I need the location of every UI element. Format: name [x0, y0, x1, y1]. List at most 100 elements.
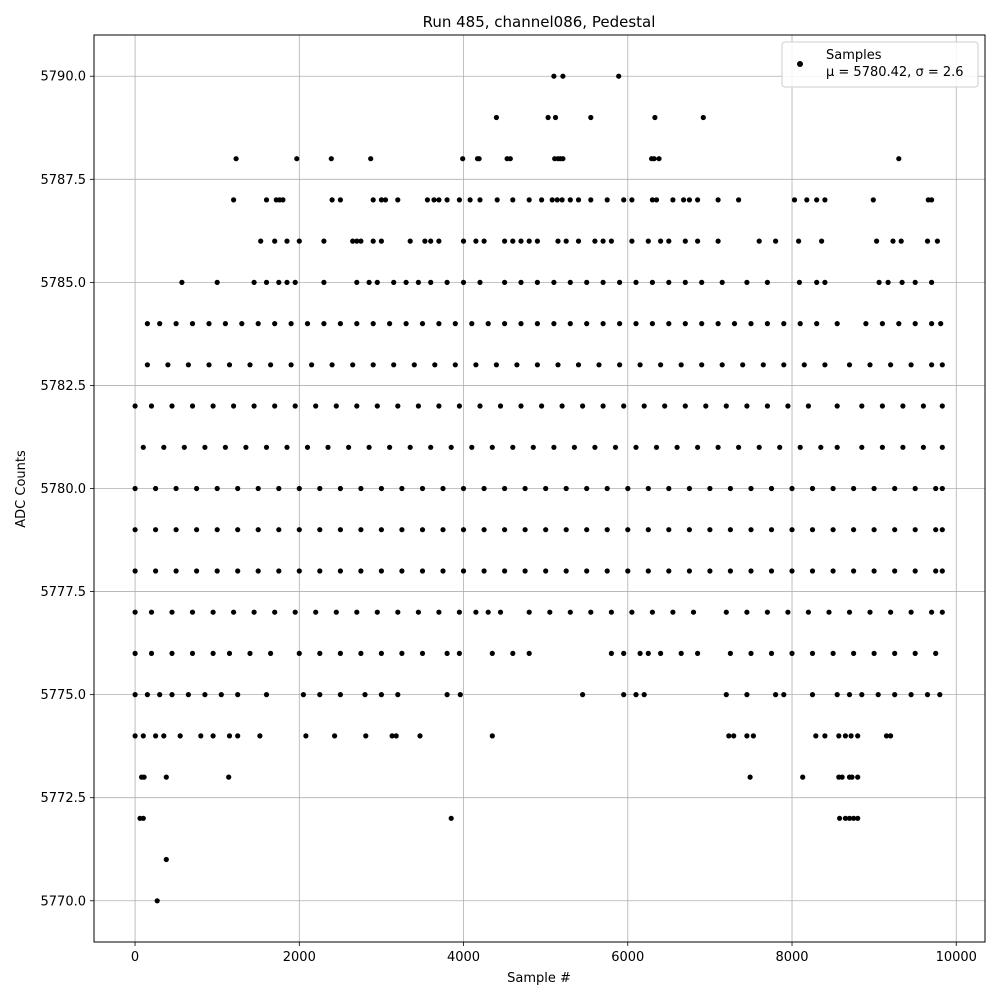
- data-point: [522, 568, 528, 574]
- data-point: [292, 609, 298, 615]
- data-point: [304, 321, 311, 327]
- y-axis-label: ADC Counts: [14, 450, 29, 528]
- data-point: [206, 321, 212, 327]
- data-point: [670, 609, 676, 615]
- data-point: [350, 362, 356, 368]
- data-point: [874, 238, 880, 244]
- data-point: [848, 733, 854, 739]
- data-point: [912, 279, 918, 285]
- data-point: [608, 238, 615, 244]
- data-point: [292, 279, 298, 285]
- data-point: [526, 609, 532, 615]
- data-point: [744, 692, 750, 698]
- data-point: [231, 609, 237, 615]
- data-point: [132, 692, 138, 698]
- data-point: [411, 362, 417, 368]
- data-point: [625, 485, 631, 492]
- data-point: [247, 362, 253, 368]
- data-point: [518, 403, 524, 409]
- data-point: [879, 444, 886, 450]
- data-point: [395, 692, 401, 698]
- data-point: [452, 321, 458, 327]
- data-point: [494, 197, 500, 203]
- data-point: [723, 609, 729, 615]
- data-point: [617, 362, 623, 368]
- data-point: [214, 527, 220, 533]
- data-point: [140, 733, 146, 739]
- data-point: [428, 444, 434, 450]
- data-point: [633, 444, 639, 450]
- data-point: [797, 321, 803, 327]
- data-point: [473, 609, 479, 615]
- data-point: [481, 568, 487, 574]
- data-point: [419, 568, 426, 574]
- data-point: [507, 156, 513, 162]
- data-point: [194, 527, 200, 533]
- data-point: [700, 114, 706, 121]
- data-point: [272, 403, 278, 409]
- data-point: [695, 197, 701, 203]
- data-point: [148, 650, 155, 657]
- data-point: [617, 279, 623, 285]
- data-point: [235, 568, 241, 574]
- data-point: [653, 444, 660, 450]
- data-point: [440, 485, 446, 492]
- data-point: [477, 279, 483, 285]
- data-point: [231, 403, 237, 409]
- data-point: [354, 238, 360, 244]
- data-point: [723, 692, 729, 698]
- data-point: [560, 73, 566, 79]
- data-point: [518, 321, 524, 327]
- data-point: [374, 609, 380, 615]
- data-point: [785, 403, 791, 409]
- data-point: [789, 568, 795, 574]
- data-point: [263, 279, 270, 285]
- data-point: [929, 321, 935, 327]
- data-point: [460, 485, 467, 492]
- data-point: [526, 238, 532, 244]
- data-point: [276, 279, 282, 285]
- data-point: [908, 362, 914, 368]
- data-point: [695, 238, 701, 244]
- data-point: [849, 774, 855, 780]
- data-point: [268, 650, 274, 657]
- data-point: [233, 156, 239, 162]
- data-point: [682, 279, 688, 285]
- data-point: [744, 733, 750, 739]
- data-point: [764, 403, 771, 409]
- data-point: [896, 321, 902, 327]
- data-point: [497, 403, 504, 409]
- data-point: [148, 609, 155, 615]
- data-point: [415, 279, 421, 285]
- data-point: [296, 238, 302, 244]
- data-point: [552, 114, 559, 121]
- data-point: [460, 527, 467, 533]
- data-point: [551, 73, 557, 79]
- y-tick-label: 5775.0: [41, 688, 87, 703]
- data-point: [185, 362, 191, 368]
- data-point: [939, 527, 945, 533]
- data-point: [939, 485, 945, 492]
- x-tick-label: 4000: [447, 950, 480, 965]
- data-point: [621, 197, 627, 203]
- data-point: [621, 692, 627, 698]
- data-point: [805, 403, 812, 409]
- data-point: [633, 692, 639, 698]
- data-point: [263, 197, 270, 203]
- data-point: [851, 527, 857, 533]
- data-point: [826, 609, 832, 615]
- data-point: [510, 650, 516, 657]
- data-point: [588, 609, 594, 615]
- data-point: [666, 321, 672, 327]
- data-point: [255, 527, 261, 533]
- data-point: [444, 692, 450, 698]
- data-point: [366, 279, 372, 285]
- data-point: [818, 444, 824, 450]
- data-point: [419, 321, 426, 327]
- data-point: [837, 815, 843, 821]
- data-point: [703, 403, 709, 409]
- data-point: [239, 321, 245, 327]
- data-point: [337, 527, 343, 533]
- data-point: [493, 114, 499, 121]
- x-tick-label: 6000: [611, 950, 644, 965]
